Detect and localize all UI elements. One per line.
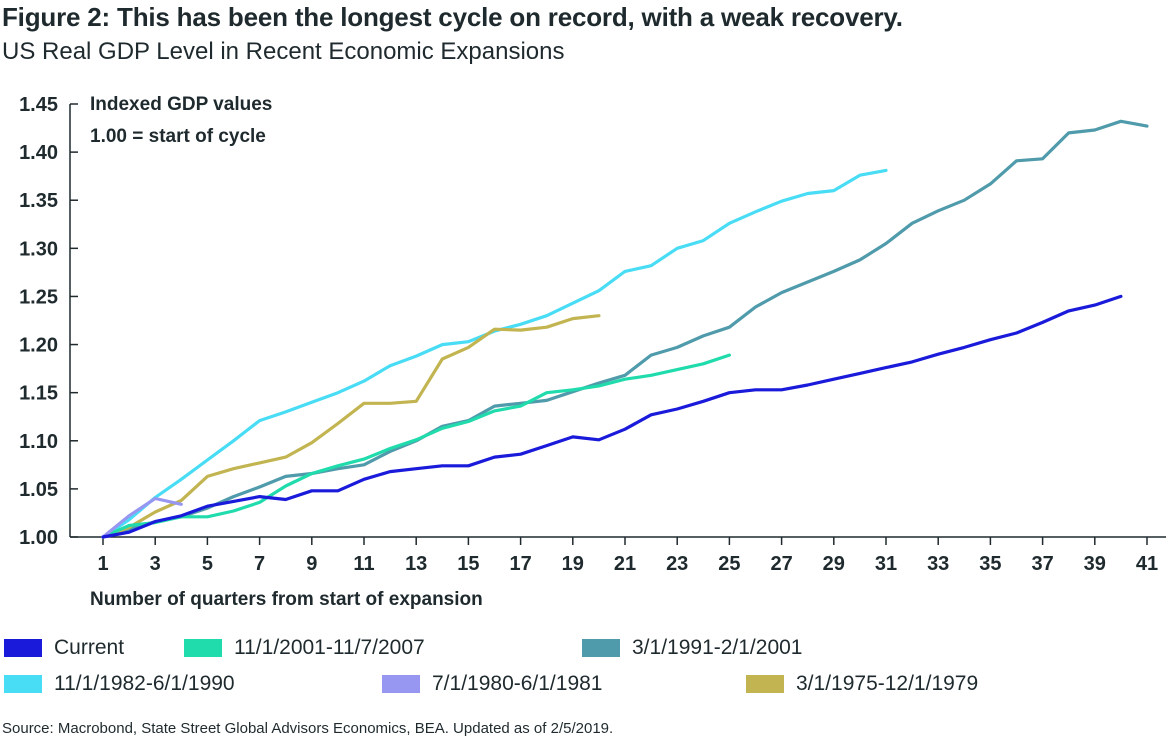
- x-tick-label: 23: [666, 553, 688, 575]
- x-tick-label: 27: [770, 553, 792, 575]
- y-tick-label: 1.15: [19, 383, 58, 405]
- x-tick-label: 29: [823, 553, 845, 575]
- x-tick-label: 35: [979, 553, 1001, 575]
- x-tick-label: 15: [457, 553, 479, 575]
- y-tick-label: 1.20: [19, 335, 58, 357]
- y-tick-label: 1.25: [19, 286, 58, 308]
- legend-item: 3/1/1975-12/1/1979: [746, 672, 978, 696]
- series-line-3-1-1975-12-1-1979: [101, 314, 601, 539]
- x-tick-label: 21: [614, 553, 636, 575]
- series-line-current: [101, 294, 1123, 539]
- x-tick-label: 19: [562, 553, 584, 575]
- y-tick-label: 1.10: [19, 431, 58, 453]
- source-note: Source: Macrobond, State Street Global A…: [2, 720, 614, 737]
- x-tick-label: 31: [875, 553, 897, 575]
- x-tick-label: 37: [1031, 553, 1053, 575]
- chart-subtitle: US Real GDP Level in Recent Economic Exp…: [2, 38, 565, 65]
- legend-item: 11/1/1982-6/1/1990: [4, 672, 235, 696]
- legend-swatch: [382, 675, 420, 693]
- legend-item: 7/1/1980-6/1/1981: [382, 672, 602, 696]
- legend-label: 3/1/1991-2/1/2001: [632, 636, 803, 659]
- legend-item: Current: [4, 636, 124, 660]
- x-tick-label: 17: [509, 553, 531, 575]
- y-tick-label: 1.45: [19, 94, 58, 116]
- y-tick-label: 1.30: [19, 238, 58, 260]
- x-tick-label: 25: [718, 553, 740, 575]
- x-tick-label: 41: [1136, 553, 1158, 575]
- legend-item: 3/1/1991-2/1/2001: [582, 636, 802, 660]
- x-tick-label: 5: [202, 553, 213, 575]
- line-chart: 1.00 1.05 1.10 1.15 1.20 1.25 1.30 1.35 1.40 1.45…: [19, 94, 1166, 610]
- series-line-7-1-1980-6-1-1981: [101, 496, 183, 539]
- x-tick-label: 7: [254, 553, 265, 575]
- chart-legend: Current 11/1/2001-11/7/2007 3/1/1991-2/1/2…: [4, 636, 1164, 702]
- chart-title: Figure 2: This has been the longest cycl…: [2, 2, 903, 32]
- chart-annotation-line-1: Indexed GDP values: [90, 94, 272, 115]
- legend-label: Current: [54, 636, 125, 659]
- y-tick-label: 1.40: [19, 142, 58, 164]
- legend-label: 11/1/1982-6/1/1990: [54, 672, 235, 695]
- series-line-11-1-1982-6-1-1990: [101, 168, 888, 539]
- legend-swatch: [746, 675, 784, 693]
- x-tick-label: 39: [1084, 553, 1106, 575]
- chart-series: [101, 119, 1149, 539]
- legend-swatch: [4, 639, 42, 657]
- legend-swatch: [582, 639, 620, 657]
- x-tick-label: 1: [97, 553, 108, 575]
- chart-annotation-line-2: 1.00 = start of cycle: [90, 126, 266, 147]
- x-tick-label: 3: [150, 553, 161, 575]
- legend-label: 3/1/1975-12/1/1979: [796, 672, 979, 695]
- series-line-11-1-2001-11-7-2007: [101, 353, 732, 539]
- x-tick-label: 33: [927, 553, 949, 575]
- legend-item: 11/1/2001-11/7/2007: [184, 636, 425, 660]
- legend-swatch: [184, 639, 222, 657]
- legend-swatch: [4, 675, 42, 693]
- x-tick-label: 9: [306, 553, 317, 575]
- y-tick-label: 1.00: [19, 527, 58, 549]
- legend-label: 7/1/1980-6/1/1981: [432, 672, 603, 695]
- chart-axes: 1.00 1.05 1.10 1.15 1.20 1.25 1.30 1.35 1.40 1.45…: [19, 94, 1166, 575]
- x-tick-label: 11: [353, 553, 374, 575]
- legend-label: 11/1/2001-11/7/2007: [234, 636, 425, 659]
- x-axis-label: Number of quarters from start of expansi…: [90, 589, 483, 610]
- y-tick-label: 1.35: [19, 190, 58, 212]
- x-tick-label: 13: [405, 553, 427, 575]
- y-tick-label: 1.05: [19, 479, 58, 501]
- series-line-3-1-1991-2-1-2001: [101, 119, 1149, 539]
